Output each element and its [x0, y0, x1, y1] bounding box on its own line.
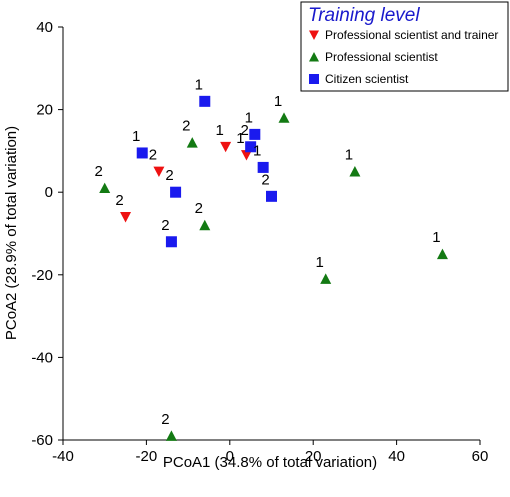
legend: Training level Professional scientist an… — [300, 1, 509, 92]
data-point — [249, 128, 261, 140]
y-tick-label: -60 — [31, 432, 53, 449]
data-point — [240, 150, 252, 161]
x-tick-label: -40 — [52, 448, 74, 465]
legend-items: Professional scientist and trainer Profes… — [309, 28, 498, 86]
data-point-label: 2 — [161, 217, 169, 234]
data-point — [136, 147, 148, 159]
x-tick-label: -20 — [136, 448, 158, 465]
x-tick-label: 60 — [472, 448, 489, 465]
y-tick-label: 40 — [36, 19, 53, 36]
data-point — [320, 273, 332, 284]
data-point-label: 2 — [161, 411, 169, 428]
y-tick-label: 20 — [36, 102, 53, 119]
data-point-label: 1 — [236, 130, 244, 147]
data-point-label: 1 — [132, 128, 140, 145]
data-point — [165, 236, 177, 248]
data-point — [220, 141, 232, 153]
legend-label: Professional scientist — [325, 50, 438, 64]
x-ticks: -40 -20 0 20 40 60 — [52, 440, 488, 465]
data-points — [99, 95, 448, 441]
data-point-label: 2 — [165, 167, 173, 184]
data-point — [99, 182, 111, 194]
legend-title: Training level — [308, 5, 420, 26]
data-point — [186, 137, 198, 148]
data-point-label: 1 — [274, 93, 282, 110]
y-tick-label: 0 — [45, 184, 53, 201]
x-tick-label: 20 — [305, 448, 322, 465]
data-point — [165, 430, 177, 441]
y-tick-label: -20 — [31, 267, 53, 284]
legend-marker — [309, 52, 319, 62]
axes — [62, 27, 480, 441]
y-axis-title: PCoA2 (28.9% of total variation) — [3, 126, 20, 340]
data-point-label: 1 — [215, 122, 223, 139]
data-point-label: 2 — [149, 147, 157, 164]
data-point — [278, 112, 290, 123]
data-point-label: 2 — [261, 171, 269, 188]
data-point-label: 2 — [115, 192, 123, 209]
data-point — [257, 161, 269, 173]
data-point — [153, 166, 165, 178]
data-point-label: 2 — [182, 118, 190, 135]
data-point-label: 1 — [253, 142, 261, 159]
data-point-label: 1 — [316, 254, 324, 271]
legend-label: Professional scientist and trainer — [325, 28, 498, 42]
data-point-label: 2 — [195, 200, 203, 217]
data-point — [199, 95, 211, 107]
data-point — [170, 186, 182, 198]
y-tick-label: -40 — [31, 349, 53, 366]
data-point-label: 1 — [432, 229, 440, 246]
legend-box — [300, 1, 509, 92]
data-point — [349, 166, 361, 177]
data-point-label: 1 — [195, 76, 203, 93]
data-point — [120, 212, 132, 223]
data-point-label: 1 — [245, 109, 253, 126]
data-point-label: 2 — [240, 122, 248, 139]
x-tick-label: 40 — [388, 448, 405, 465]
x-tick-label: 0 — [226, 448, 234, 465]
legend-marker — [309, 30, 319, 40]
legend-label: Citizen scientist — [325, 72, 409, 86]
data-point — [436, 248, 448, 260]
data-point — [266, 190, 277, 202]
data-point-label: 2 — [95, 163, 103, 180]
data-point — [199, 219, 211, 231]
legend-marker — [309, 74, 319, 84]
data-point — [245, 141, 257, 153]
y-ticks: 40 20 0 -20 -40 -60 — [31, 19, 63, 449]
x-axis-title: PCoA1 (34.8% of total variation) — [163, 454, 377, 471]
data-point-label: 1 — [345, 147, 353, 164]
